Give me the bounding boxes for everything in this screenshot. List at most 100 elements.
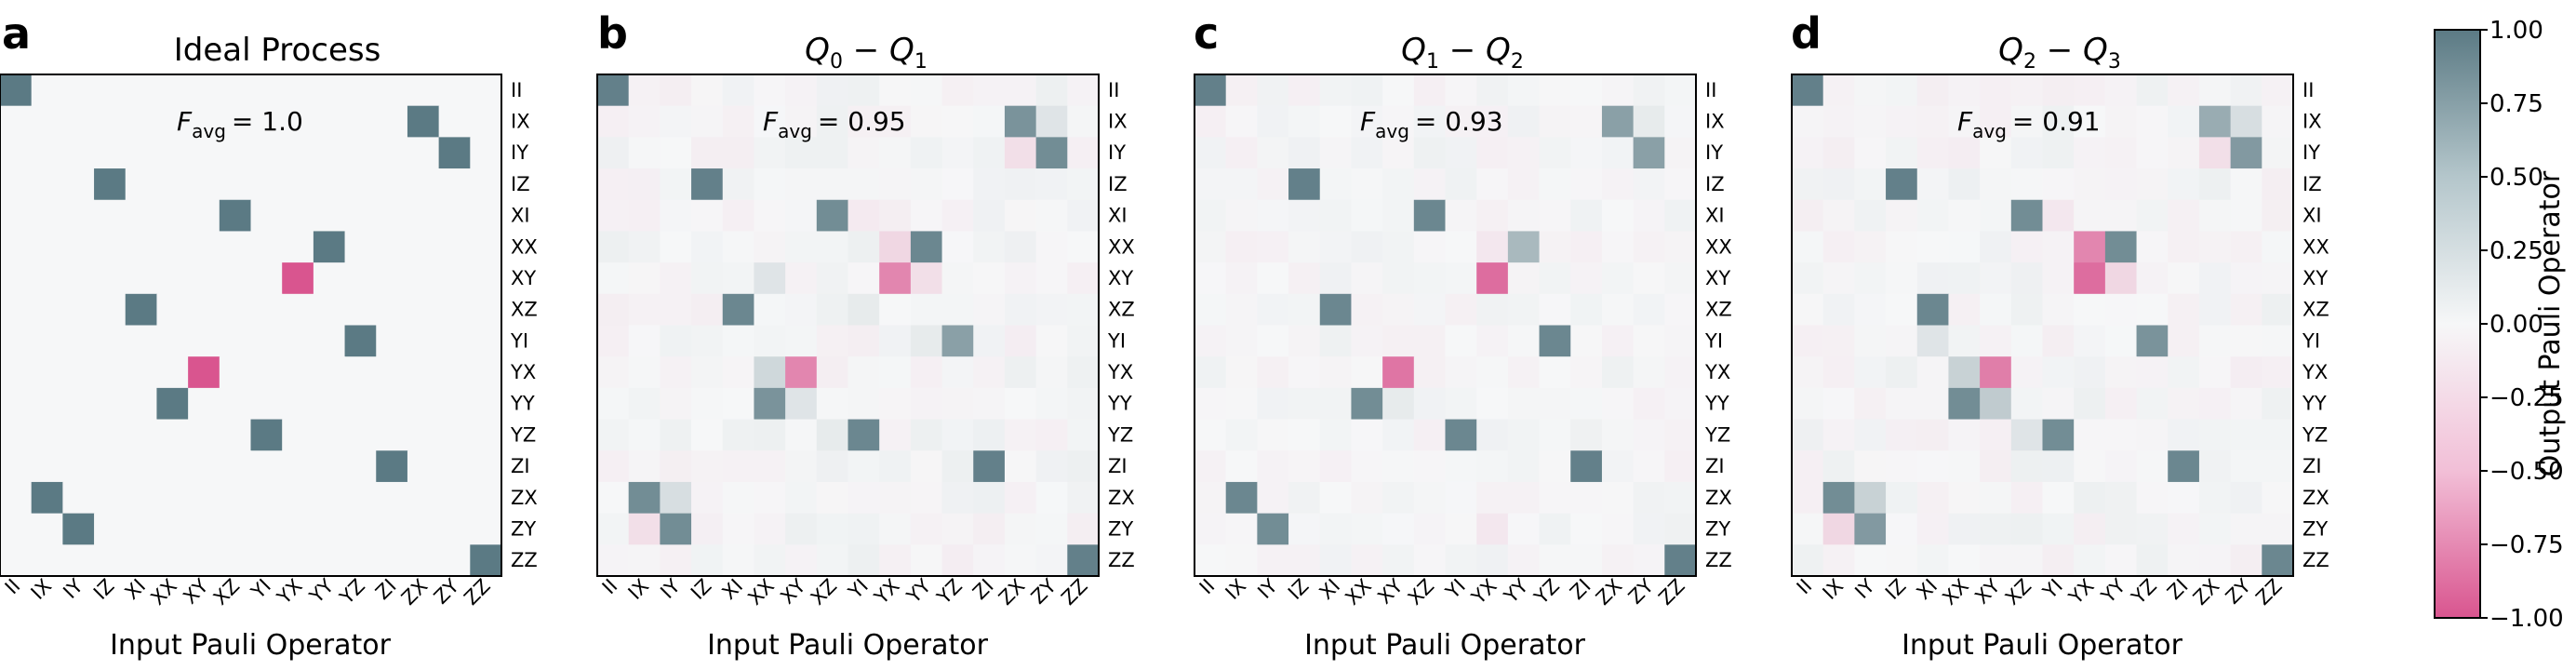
xtick-label: XY <box>179 574 212 608</box>
heatmap-cell <box>1886 262 1917 294</box>
ytick-label: IZ <box>1108 173 1128 195</box>
ytick-label: XZ <box>2302 299 2329 321</box>
heatmap-cell <box>754 326 785 357</box>
heatmap-cell <box>754 200 785 232</box>
heatmap-cell <box>817 262 848 294</box>
heatmap-cell <box>1948 231 1980 262</box>
heatmap-cell <box>1226 106 1258 138</box>
heatmap-cell <box>32 106 63 138</box>
heatmap-cell <box>1288 294 1320 326</box>
heatmap-cell <box>1823 137 1855 168</box>
xtick-label: ZI <box>371 575 401 605</box>
heatmap-cell <box>629 168 661 200</box>
heatmap-cell <box>376 74 407 106</box>
heatmap-cell <box>220 231 251 262</box>
heatmap-cell <box>220 482 251 514</box>
heatmap-cell <box>1948 544 1980 576</box>
heatmap-cell <box>0 544 32 576</box>
xtick-label: YX <box>1467 575 1502 610</box>
heatmap-cell <box>1602 137 1634 168</box>
heatmap-cell <box>1792 294 1823 326</box>
xtick-label: ZY <box>430 574 463 608</box>
heatmap-cell <box>2137 74 2169 106</box>
heatmap-cell <box>2199 231 2231 262</box>
heatmap-cell <box>345 514 377 545</box>
heatmap-cell <box>723 294 754 326</box>
heatmap-cell <box>1917 388 1949 420</box>
heatmap-cell <box>1792 356 1823 388</box>
colorbar-tick-label: −0.75 <box>2489 531 2564 559</box>
heatmap-cell <box>1540 106 1571 138</box>
heatmap-cell <box>407 262 439 294</box>
heatmap-cell <box>1664 294 1696 326</box>
heatmap-cell <box>2043 450 2075 482</box>
heatmap-cell <box>1602 326 1634 357</box>
heatmap-cell <box>691 356 723 388</box>
heatmap-cell <box>597 106 629 138</box>
heatmap-cell <box>94 137 126 168</box>
heatmap-cell <box>942 514 974 545</box>
heatmap-cell <box>32 388 63 420</box>
heatmap-cell <box>156 200 188 232</box>
heatmap-cell <box>2199 168 2231 200</box>
heatmap-cell <box>1602 544 1634 576</box>
heatmap-cell <box>1067 326 1099 357</box>
xtick-label: YX <box>2064 575 2099 610</box>
heatmap-cell <box>1917 514 1949 545</box>
xtick-label: XI <box>1913 575 1942 605</box>
heatmap-cell <box>1067 231 1099 262</box>
heatmap-cell <box>62 200 94 232</box>
heatmap-cell <box>911 137 942 168</box>
heatmap-cell <box>2231 262 2262 294</box>
heatmap-cell <box>1351 482 1382 514</box>
heatmap-cell <box>407 168 439 200</box>
heatmap-cell <box>2105 420 2137 451</box>
heatmap-cell <box>2043 482 2075 514</box>
heatmap-cell <box>1446 262 1477 294</box>
heatmap-cell <box>2231 231 2262 262</box>
heatmap-cell <box>407 420 439 451</box>
heatmap-cell <box>1634 326 1665 357</box>
heatmap-cell <box>188 262 220 294</box>
heatmap-cell <box>407 450 439 482</box>
heatmap-cell <box>2105 356 2137 388</box>
heatmap-cell <box>407 482 439 514</box>
heatmap-cell <box>754 544 785 576</box>
heatmap-cell <box>1602 450 1634 482</box>
heatmap-cell <box>848 74 880 106</box>
heatmap-cell <box>376 482 407 514</box>
xtick-label: II <box>1793 575 1817 599</box>
heatmap-cell <box>597 326 629 357</box>
xtick-labels-c: II IX IY IZ XIXXXYXZ YIYXYYYZ ZIZXZYZZ <box>1195 574 1689 609</box>
heatmap-cell <box>32 544 63 576</box>
heatmap-cell <box>126 74 157 106</box>
heatmap-cell <box>376 200 407 232</box>
heatmap-cell <box>1540 168 1571 200</box>
heatmap-cell <box>785 74 817 106</box>
heatmap-cell <box>817 482 848 514</box>
ytick-label: XI <box>2302 205 2322 227</box>
title-c-s0: 1 <box>1426 50 1439 74</box>
heatmap-cell <box>1570 137 1602 168</box>
heatmap-cell <box>62 482 94 514</box>
heatmap-cell <box>1036 74 1068 106</box>
heatmap-cell <box>1664 514 1696 545</box>
ytick-label: ZX <box>1705 487 1732 509</box>
xtick-label: XZ <box>1404 575 1438 610</box>
heatmap-cell <box>62 450 94 482</box>
heatmap-cell <box>1980 450 2011 482</box>
heatmap-cell <box>911 294 942 326</box>
heatmap-cell <box>785 231 817 262</box>
heatmap-cell <box>1446 326 1477 357</box>
ytick-label: ZZ <box>2302 549 2329 571</box>
heatmap-cell <box>1980 262 2011 294</box>
heatmap-cell <box>1226 450 1258 482</box>
ytick-label: II <box>2302 79 2314 101</box>
heatmap-cell <box>1823 106 1855 138</box>
xtick-labels-d: II IX IY IZ XIXXXYXZ YIYXYYYZ ZIZXZYZZ <box>1793 574 2287 609</box>
heatmap-cell <box>1948 200 1980 232</box>
heatmap-cell <box>220 544 251 576</box>
heatmap-cell <box>407 544 439 576</box>
heatmap-cell <box>1036 450 1068 482</box>
heatmap-cell <box>2262 137 2293 168</box>
